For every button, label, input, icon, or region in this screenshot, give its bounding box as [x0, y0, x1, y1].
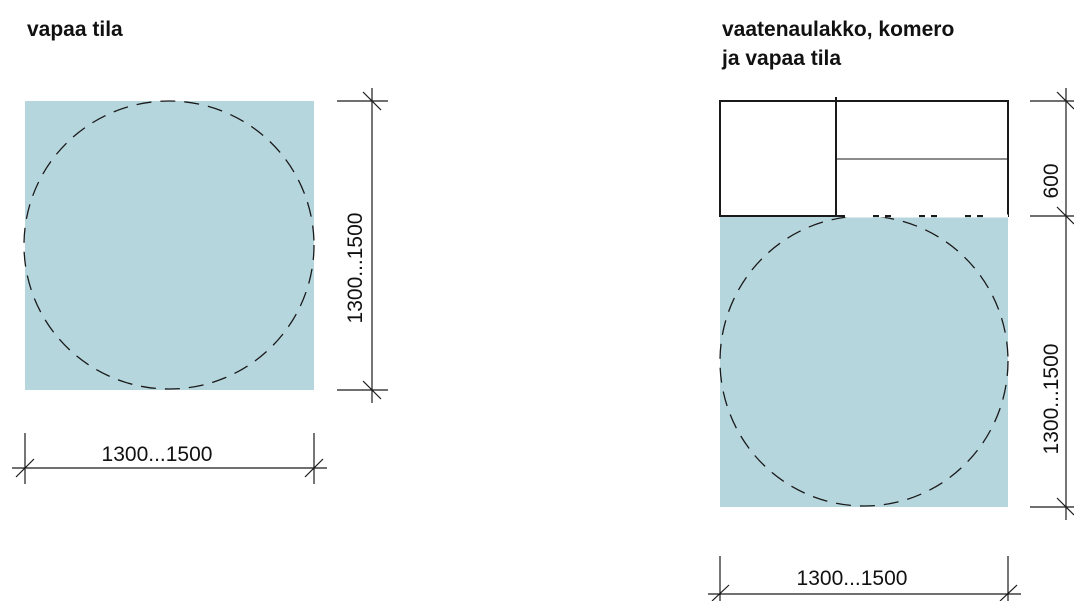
right-diagram: 600 1300...1500 1300...1500 [708, 88, 1074, 601]
left-height-dimension [337, 88, 388, 403]
left-turning-circle [23, 100, 315, 390]
left-width-dimension [12, 433, 327, 484]
coat-rack-and-closet [719, 97, 1009, 218]
right-width-dimension [708, 556, 1021, 601]
left-diagram: 1300...1500 1300...1500 [12, 88, 388, 484]
left-width-dimension-label: 1300...1500 [102, 443, 213, 466]
right-diagram-title-line1: vaatenaulakko, komero [722, 18, 955, 41]
right-vertical-dimension [1030, 88, 1074, 520]
left-free-space-area [25, 101, 314, 390]
left-diagram-title: vapaa tila [27, 18, 123, 41]
right-diagram-title-line2: ja vapaa tila [722, 47, 842, 70]
right-width-dimension-label: 1300...1500 [797, 567, 908, 590]
right-height-dimension-label: 1300...1500 [1040, 344, 1063, 455]
storage-depth-dimension-label: 600 [1040, 163, 1063, 198]
right-free-space-area [720, 216, 1008, 507]
left-height-dimension-label: 1300...1500 [344, 213, 367, 324]
